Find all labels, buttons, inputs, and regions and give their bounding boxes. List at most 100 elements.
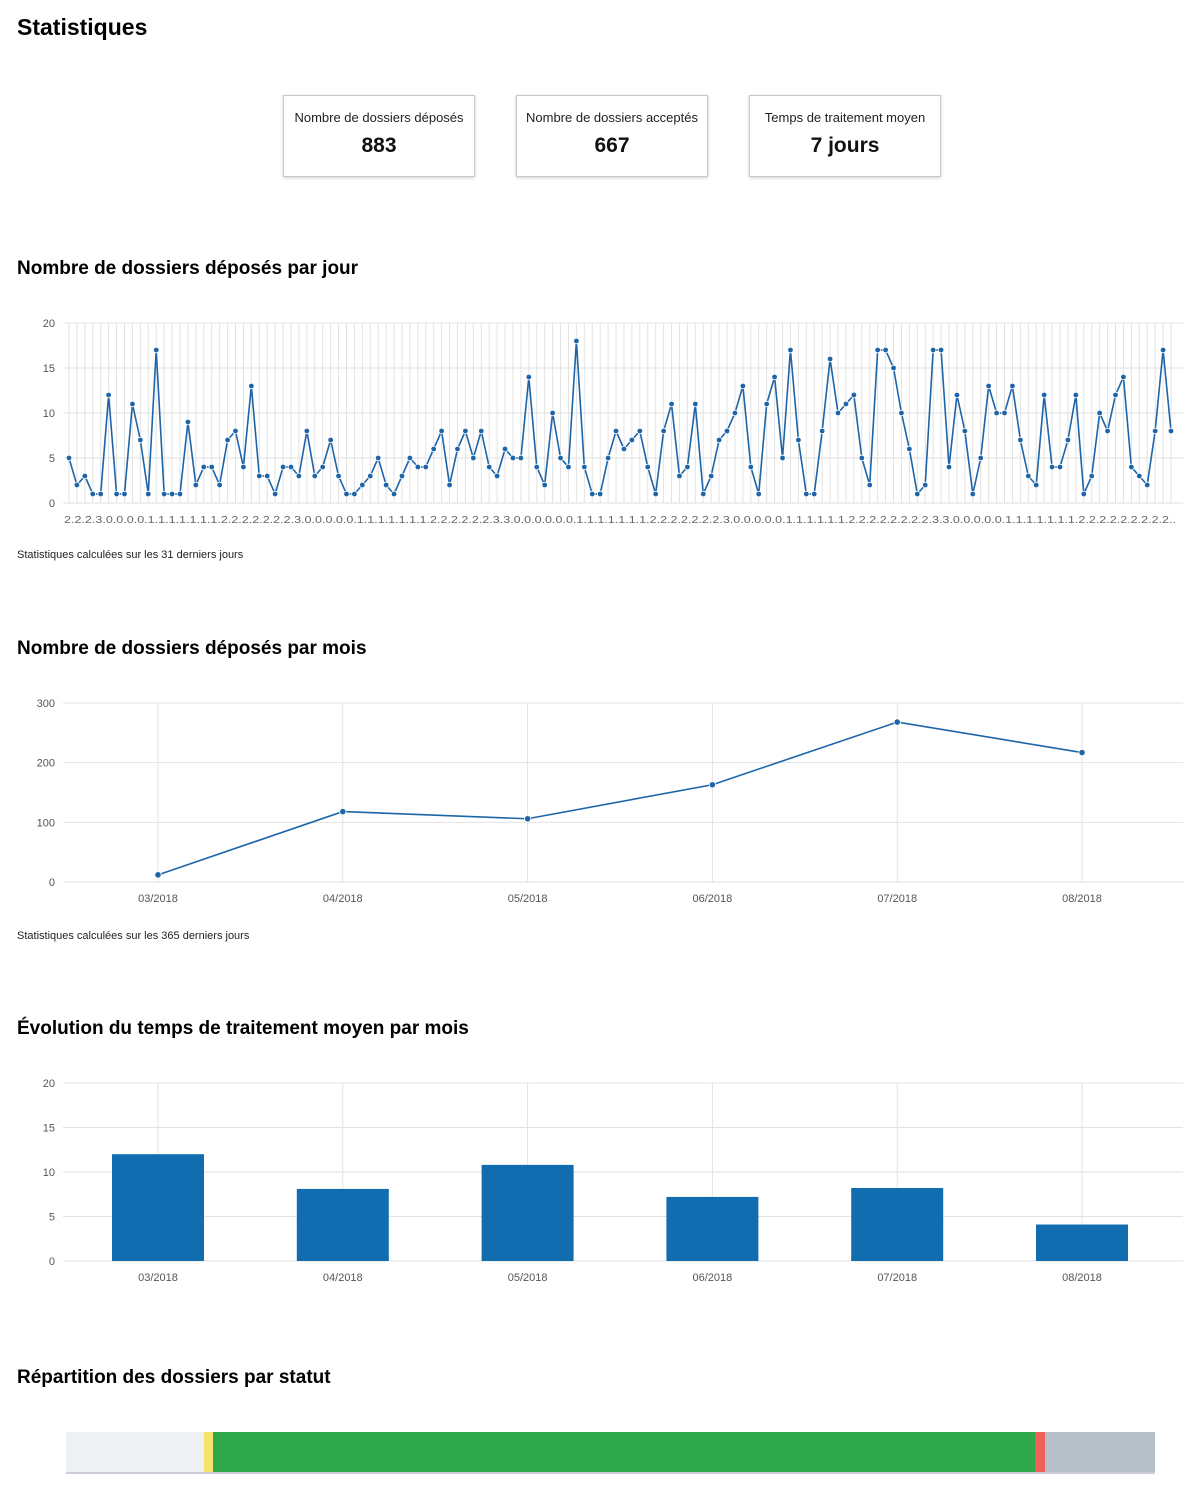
daily-data-point — [858, 454, 866, 462]
daily-data-point — [581, 463, 588, 471]
daily-data-point — [795, 436, 802, 444]
daily-data-point — [454, 445, 461, 453]
daily-data-point — [771, 373, 778, 381]
daily-data-point — [977, 454, 984, 462]
daily-data-point — [700, 490, 707, 498]
processing-x-tick-label: 05/2018 — [508, 1272, 548, 1284]
daily-data-point — [517, 454, 525, 462]
daily-data-point — [612, 427, 620, 435]
daily-data-point — [890, 364, 897, 372]
card-processing-time-value: 7 jours — [810, 134, 880, 157]
status-chart-title: Répartition des dossiers par statut — [17, 1367, 331, 1388]
daily-data-point — [160, 490, 168, 498]
processing-bar — [112, 1154, 204, 1261]
processing-y-tick-label: 0 — [49, 1256, 55, 1268]
daily-data-point — [97, 490, 104, 498]
card-accepted-label: Nombre de dossiers acceptés — [526, 110, 698, 125]
daily-data-point — [1080, 490, 1087, 498]
status-segment — [204, 1432, 213, 1472]
processing-y-tick-label: 15 — [43, 1123, 55, 1135]
daily-data-point — [565, 463, 572, 471]
daily-data-point — [668, 400, 675, 408]
daily-data-point — [1120, 373, 1127, 381]
processing-bar — [851, 1188, 944, 1261]
daily-data-point — [248, 382, 255, 390]
processing-y-tick-label: 10 — [43, 1167, 55, 1179]
monthly-series-line — [157, 721, 1083, 876]
daily-data-point — [256, 472, 263, 480]
monthly-chart-note: Statistiques calculées sur les 365 derni… — [17, 930, 250, 942]
monthly-data-point — [1078, 748, 1086, 757]
monthly-x-tick-label: 04/2018 — [323, 893, 363, 905]
daily-data-point — [914, 490, 921, 498]
daily-data-point — [1001, 409, 1008, 417]
daily-data-point — [129, 400, 136, 408]
daily-data-point — [343, 490, 350, 498]
daily-data-point — [1056, 463, 1064, 471]
daily-data-point — [509, 454, 517, 462]
processing-x-tick-label: 08/2018 — [1062, 1272, 1102, 1284]
daily-data-point — [200, 463, 207, 471]
daily-y-tick-label: 10 — [43, 408, 55, 420]
daily-data-point — [168, 490, 176, 498]
processing-y-tick-label: 20 — [43, 1078, 55, 1090]
daily-data-point — [589, 490, 596, 498]
daily-data-point — [422, 463, 429, 471]
daily-data-point — [501, 445, 509, 453]
monthly-x-tick-label: 05/2018 — [508, 893, 548, 905]
daily-data-point — [755, 490, 762, 498]
daily-data-point — [446, 481, 453, 489]
daily-data-point — [803, 490, 810, 498]
daily-data-point — [898, 409, 905, 417]
daily-data-point — [945, 463, 953, 471]
daily-data-point — [470, 454, 477, 462]
daily-data-point — [264, 472, 271, 480]
daily-y-tick-label: 5 — [49, 453, 55, 465]
daily-series-line — [68, 340, 1172, 497]
daily-data-point — [1136, 472, 1143, 480]
daily-data-point — [390, 490, 398, 498]
daily-data-point — [636, 427, 644, 435]
daily-data-point — [541, 481, 548, 489]
daily-data-point — [985, 382, 992, 390]
daily-data-point — [113, 490, 120, 498]
daily-data-point — [866, 481, 873, 489]
daily-data-point — [533, 463, 540, 471]
daily-data-point — [573, 337, 580, 345]
daily-data-point — [1112, 391, 1119, 399]
daily-data-point — [367, 472, 374, 480]
monthly-y-tick-label: 100 — [37, 817, 55, 829]
daily-data-point — [1128, 463, 1135, 471]
daily-data-point — [485, 463, 493, 471]
monthly-data-point — [893, 718, 901, 726]
daily-data-point — [993, 409, 1000, 417]
daily-data-point — [692, 400, 699, 408]
daily-data-point — [493, 472, 501, 480]
daily-data-point — [811, 490, 818, 498]
daily-y-tick-label: 0 — [49, 498, 55, 510]
daily-data-point — [628, 436, 636, 444]
daily-data-point — [121, 490, 128, 498]
status-distribution-bar — [66, 1432, 1155, 1474]
status-segment — [66, 1432, 205, 1472]
daily-data-point — [192, 481, 200, 489]
daily-data-point — [525, 373, 533, 381]
monthly-y-tick-label: 200 — [37, 758, 55, 770]
daily-data-point — [216, 481, 223, 489]
status-segment — [1044, 1432, 1155, 1472]
daily-data-point — [604, 454, 612, 462]
daily-data-point — [739, 382, 747, 390]
daily-data-point — [153, 346, 160, 354]
daily-data-point — [922, 481, 929, 489]
daily-data-point — [1033, 481, 1040, 489]
daily-data-point — [406, 454, 414, 462]
daily-data-point — [319, 463, 326, 471]
daily-data-point — [73, 481, 81, 489]
monthly-x-tick-label: 03/2018 — [138, 893, 178, 905]
daily-y-tick-label: 20 — [43, 318, 55, 330]
daily-data-point — [382, 481, 390, 489]
daily-data-point — [644, 463, 651, 471]
daily-data-point — [929, 346, 937, 354]
monthly-chart-title: Nombre de dossiers déposés par mois — [17, 638, 367, 659]
daily-data-point — [969, 490, 976, 498]
